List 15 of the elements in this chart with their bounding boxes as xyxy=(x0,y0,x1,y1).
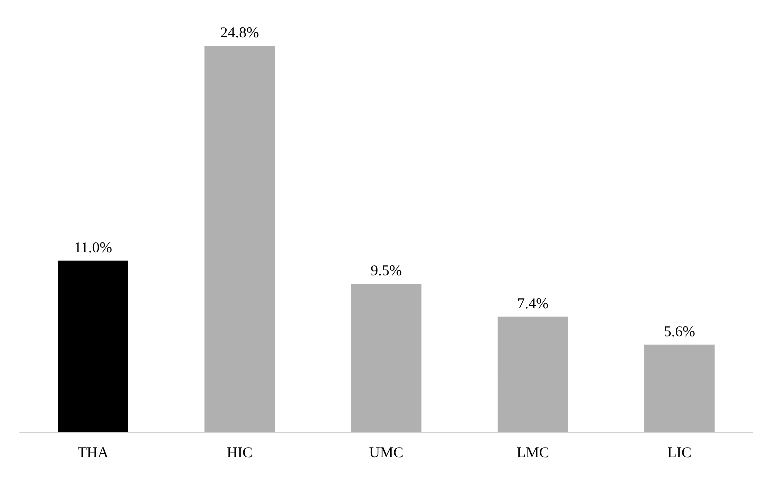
x-tick-label: THA xyxy=(78,446,109,462)
data-label: 9.5% xyxy=(370,264,402,280)
x-tick-label: HIC xyxy=(226,446,253,462)
bar xyxy=(204,46,276,432)
x-tick-label: LMC xyxy=(516,446,550,462)
bar xyxy=(498,316,568,432)
data-label: 5.6% xyxy=(664,324,696,340)
data-label: 11.0% xyxy=(74,240,112,256)
bar xyxy=(351,284,422,432)
data-label: 24.8% xyxy=(220,26,260,42)
x-tick-label: UMC xyxy=(369,446,404,462)
x-tick-label: LIC xyxy=(668,446,692,462)
data-label: 7.4% xyxy=(517,296,549,312)
bar xyxy=(644,344,715,432)
bar xyxy=(58,260,128,432)
